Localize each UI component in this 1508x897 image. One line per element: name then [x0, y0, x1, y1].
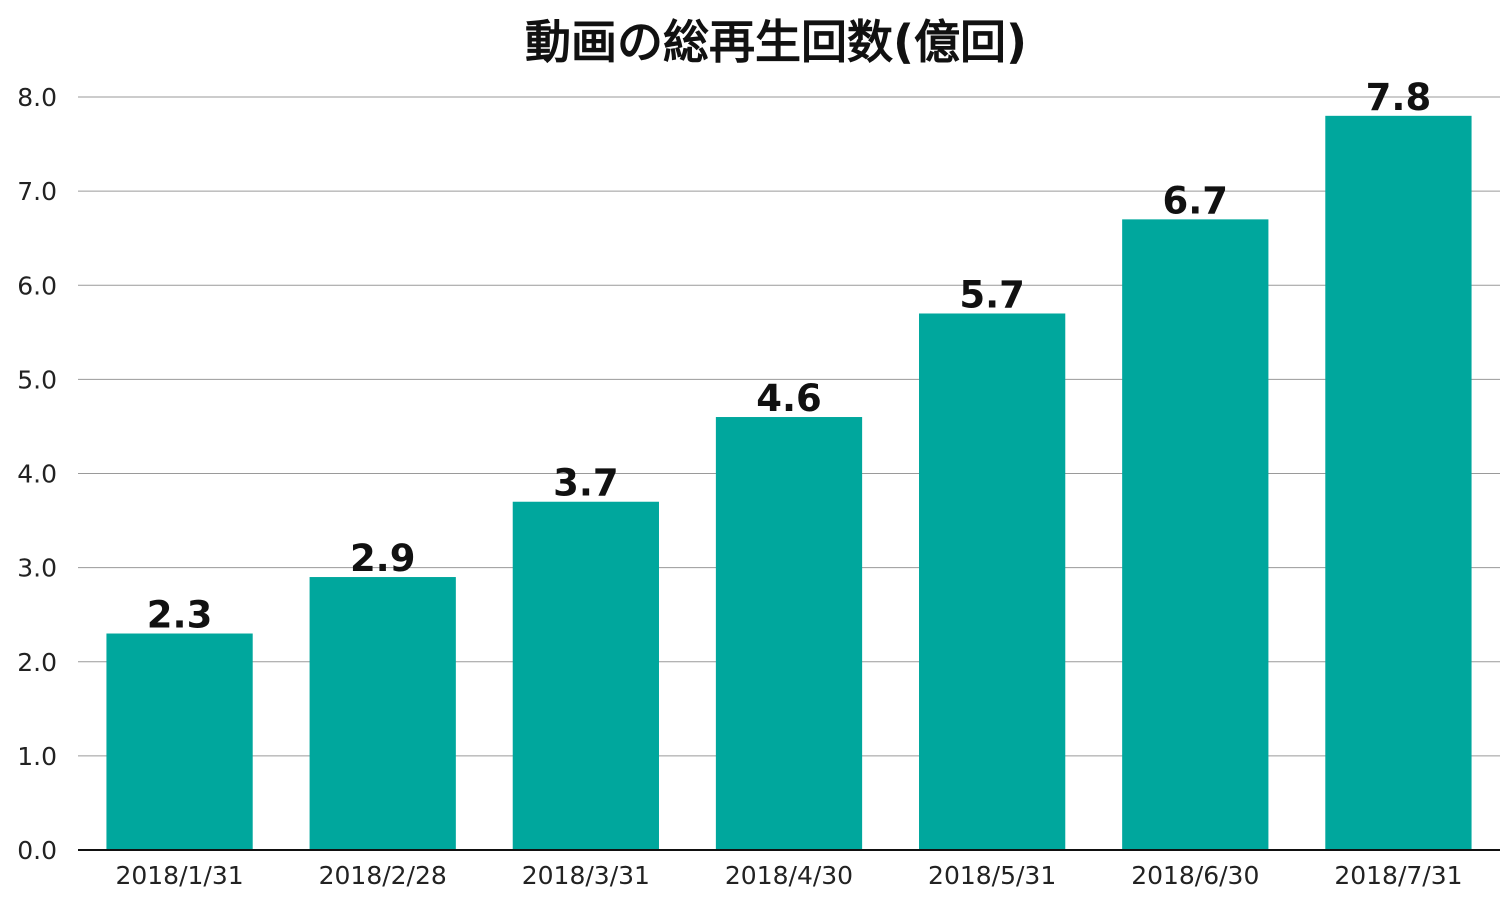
data-label: 4.6	[756, 377, 822, 420]
bar	[512, 501, 659, 850]
x-tick-label: 2018/6/30	[1131, 861, 1259, 890]
y-tick-label: 5.0	[17, 365, 57, 394]
bar	[309, 577, 456, 850]
bars	[106, 115, 1472, 851]
x-tick-label: 2018/3/31	[522, 861, 650, 890]
bar	[1325, 115, 1472, 850]
x-tick-label: 2018/5/31	[928, 861, 1056, 890]
bar	[919, 313, 1066, 850]
data-labels: 2.3 2.9 3.7 4.6 5.7 6.7 7.8	[147, 76, 1431, 637]
y-tick-label: 3.0	[17, 554, 57, 583]
data-label: 3.7	[553, 462, 619, 505]
y-tick-label: 6.0	[17, 271, 57, 300]
bar	[715, 417, 863, 850]
data-label: 2.9	[350, 537, 416, 580]
data-label: 5.7	[959, 273, 1025, 316]
y-tick-label: 8.0	[17, 83, 57, 112]
y-tick-label: 1.0	[17, 742, 57, 771]
x-axis: 2018/1/31 2018/2/28 2018/3/31 2018/4/30 2018…	[115, 861, 1462, 890]
x-tick-label: 2018/4/30	[725, 861, 853, 890]
y-tick-label: 0.0	[17, 836, 57, 865]
y-tick-label: 4.0	[17, 460, 57, 489]
data-label: 7.8	[1366, 76, 1432, 119]
y-axis: 0.0 1.0 2.0 3.0 4.0 5.0 6.0 7.0 8.0	[17, 83, 57, 865]
x-tick-label: 2018/7/31	[1334, 861, 1462, 890]
data-label: 6.7	[1163, 179, 1229, 222]
data-label: 2.3	[147, 594, 213, 637]
bar	[106, 633, 253, 850]
x-tick-label: 2018/1/31	[115, 861, 243, 890]
bar	[1122, 219, 1269, 851]
y-tick-label: 7.0	[17, 177, 57, 206]
chart-title: 動画の総再生回数(億回)	[525, 15, 1027, 69]
y-tick-label: 2.0	[17, 648, 57, 677]
x-tick-label: 2018/2/28	[319, 861, 447, 890]
